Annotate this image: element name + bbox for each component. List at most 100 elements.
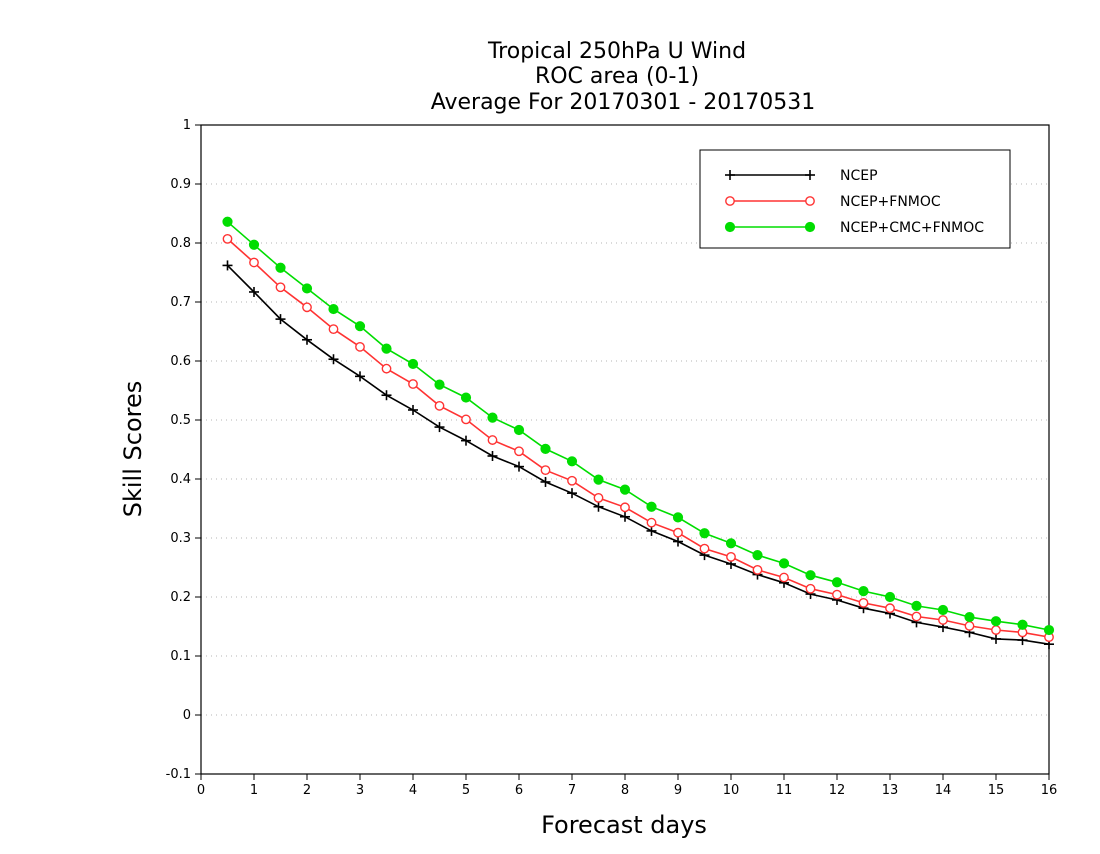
legend-marker-start xyxy=(725,196,735,206)
legend-label: NCEP+CMC+FNMOC xyxy=(840,220,984,236)
data-point xyxy=(222,216,233,227)
data-point xyxy=(1017,619,1028,630)
data-point xyxy=(964,621,975,631)
data-point xyxy=(673,527,683,538)
data-point xyxy=(991,625,1001,635)
data-point xyxy=(858,598,869,608)
y-tick-label: 0.2 xyxy=(170,590,191,605)
data-point xyxy=(779,572,789,583)
y-tick-label: 0.9 xyxy=(170,177,191,192)
data-point xyxy=(752,564,763,575)
data-point xyxy=(646,525,657,536)
data-point xyxy=(275,282,286,293)
chart-title-line-3: Average For 20170301 - 20170531 xyxy=(431,90,816,115)
legend-marker-start xyxy=(724,221,736,233)
y-tick-label: 0.7 xyxy=(170,295,191,310)
data-point xyxy=(408,379,418,389)
data-point xyxy=(938,615,948,625)
data-point xyxy=(619,484,631,495)
data-point xyxy=(275,262,286,273)
data-point xyxy=(699,528,710,539)
data-point xyxy=(381,363,392,374)
data-point xyxy=(593,492,604,503)
data-point xyxy=(593,474,604,485)
series-1 xyxy=(222,233,1054,643)
x-tick-label: 16 xyxy=(1041,783,1058,798)
data-point xyxy=(831,577,843,588)
x-tick-label: 13 xyxy=(882,783,899,798)
x-tick-label: 12 xyxy=(829,783,846,798)
x-tick-label: 14 xyxy=(935,783,952,798)
data-point xyxy=(620,511,630,522)
data-point xyxy=(434,379,445,390)
data-point xyxy=(673,536,683,547)
y-tick-label: 0.3 xyxy=(170,531,191,546)
data-point xyxy=(461,414,471,425)
data-point xyxy=(275,314,286,325)
y-tick-label: 0.8 xyxy=(170,236,191,251)
x-axis-ticks: 0 1 2 3 4 5 6 7 8 9 10 11 12 13 14 15 16 xyxy=(197,774,1057,798)
data-point xyxy=(726,551,736,562)
data-point xyxy=(328,303,339,315)
data-series xyxy=(222,216,1055,650)
y-tick-label: 0.1 xyxy=(170,649,191,664)
data-point xyxy=(355,341,365,352)
legend-entry-2: NCEP+CMC+FNMOC xyxy=(724,220,984,236)
data-point xyxy=(805,583,816,594)
data-point xyxy=(381,390,392,401)
data-point xyxy=(1043,624,1055,636)
legend-marker-end xyxy=(805,170,815,180)
x-tick-label: 15 xyxy=(988,783,1005,798)
data-point xyxy=(752,550,763,561)
legend-marker-start xyxy=(725,170,735,180)
data-point xyxy=(355,371,365,382)
data-point xyxy=(487,435,498,445)
x-axis-title: Forecast days xyxy=(541,811,707,839)
legend-entry-1: NCEP+FNMOC xyxy=(725,194,941,210)
chart-title-group: Tropical 250hPa U Wind ROC area (0-1) Av… xyxy=(431,39,816,115)
data-point xyxy=(725,538,737,549)
data-point xyxy=(885,603,895,614)
x-tick-label: 7 xyxy=(568,783,576,798)
data-point xyxy=(540,465,551,476)
x-tick-label: 2 xyxy=(303,783,311,798)
x-tick-label: 0 xyxy=(197,783,205,798)
x-tick-label: 6 xyxy=(515,783,523,798)
legend-label: NCEP+FNMOC xyxy=(840,194,941,210)
data-point xyxy=(964,611,975,623)
data-point xyxy=(328,354,339,365)
data-point xyxy=(487,450,498,461)
legend-box xyxy=(699,149,1011,249)
x-tick-label: 5 xyxy=(462,783,470,798)
y-tick-label: 0.4 xyxy=(170,472,191,487)
data-point xyxy=(302,302,312,313)
data-point xyxy=(805,570,816,581)
data-point xyxy=(302,334,312,345)
series-2 xyxy=(222,216,1055,636)
data-point xyxy=(249,257,259,268)
data-point xyxy=(301,283,313,294)
series-line xyxy=(226,221,1050,631)
x-tick-label: 10 xyxy=(723,783,740,798)
data-point xyxy=(672,512,684,523)
data-point xyxy=(540,476,551,487)
data-point xyxy=(778,558,790,569)
data-point xyxy=(514,446,524,457)
data-point xyxy=(461,435,471,446)
data-point xyxy=(514,461,524,472)
y-axis-title: Skill Scores xyxy=(119,381,147,518)
y-tick-label: -0.1 xyxy=(166,767,191,782)
data-point xyxy=(407,358,419,370)
data-point xyxy=(248,239,260,250)
data-point xyxy=(434,422,445,433)
data-point xyxy=(832,589,842,600)
data-point xyxy=(593,501,604,512)
data-point xyxy=(434,400,445,411)
data-point xyxy=(408,404,418,415)
y-tick-label: 0.5 xyxy=(170,413,191,428)
data-point xyxy=(911,600,922,611)
legend: NCEP NCEP+FNMOC NCEP+CMC+FNMOC xyxy=(699,149,1011,249)
data-point xyxy=(699,543,710,554)
